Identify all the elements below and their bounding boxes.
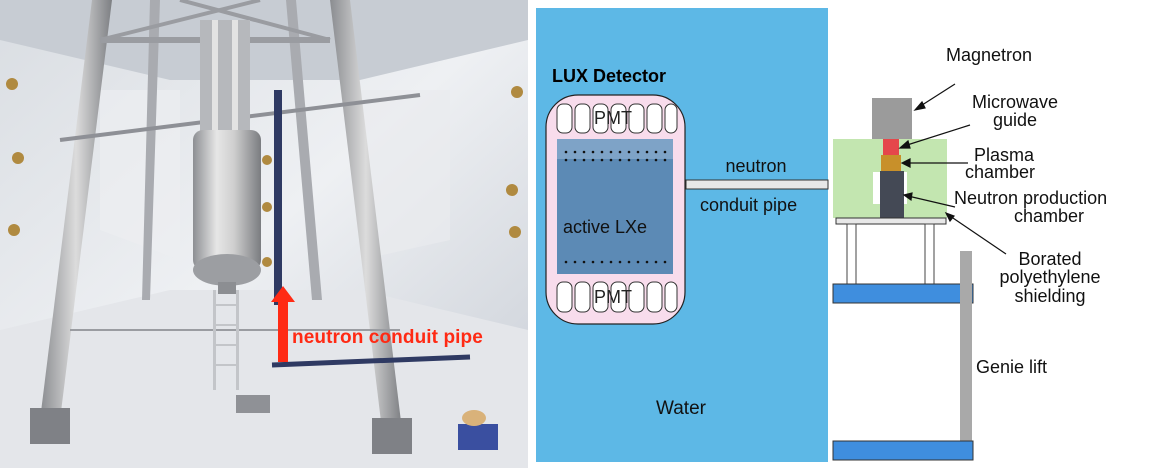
magnetron-label: Magnetron: [946, 45, 1033, 65]
arrow-up-icon: [271, 286, 295, 362]
neutron-label-line2: chamber: [1013, 206, 1085, 226]
photo-arrow-label: neutron conduit pipe: [292, 327, 483, 348]
magnetron-leader: [918, 83, 956, 108]
borated-label-line3: shielding: [1014, 286, 1086, 306]
upper-shielding-left: [833, 172, 873, 204]
neutron-leader: [907, 195, 956, 208]
genie-lift-label: Genie lift: [976, 357, 1048, 377]
stand-leg-left: [846, 223, 857, 285]
genie-lift-mast: [960, 251, 972, 441]
stand-leg-right: [924, 223, 935, 285]
pipe-label-neutron: neutron: [725, 156, 787, 176]
gas-gap-region: [557, 139, 673, 159]
plasma-label-line2: chamber: [965, 162, 1036, 182]
borated-label-line1: Borated: [1018, 249, 1082, 269]
water-label: Water: [656, 398, 706, 419]
microwave-leader: [903, 124, 971, 147]
plasma-chamber-block: [881, 155, 901, 171]
active-lxe-label: active LXe: [563, 217, 648, 237]
microwave-label-line1: Microwave: [971, 92, 1059, 112]
lower-platform: [832, 440, 974, 461]
support-plate: [835, 217, 947, 225]
top-pmt-label: PMT: [594, 108, 632, 128]
top-pmt-array: [556, 103, 678, 134]
bottom-pmt-array: [556, 281, 678, 313]
microwave-label-line2: guide: [992, 110, 1038, 130]
borated-leader: [949, 215, 1007, 255]
upper-shielding-right: [907, 172, 947, 204]
top-grid-dots: [564, 150, 667, 162]
bottom-grid-dots: [564, 260, 667, 264]
bottom-pmt-label: PMT: [594, 287, 632, 307]
magnetron-block: [872, 98, 912, 139]
detector-photo: neutron conduit pipe: [0, 0, 528, 468]
active-lxe-region: [557, 139, 673, 274]
photo-illustration: [0, 0, 528, 468]
neutron-label-line1: Neutron production: [954, 188, 1108, 208]
borated-label-line2: polyethylene: [999, 267, 1101, 287]
conduit-pipe: [685, 179, 829, 190]
plasma-label-line1: Plasma: [974, 145, 1035, 165]
upper-platform: [832, 283, 974, 304]
neutron-production-block: [880, 171, 904, 218]
microwave-guide-block: [883, 139, 899, 155]
lux-detector-title: LUX Detector: [552, 66, 667, 86]
pipe-label-conduit: conduit pipe: [700, 195, 798, 215]
